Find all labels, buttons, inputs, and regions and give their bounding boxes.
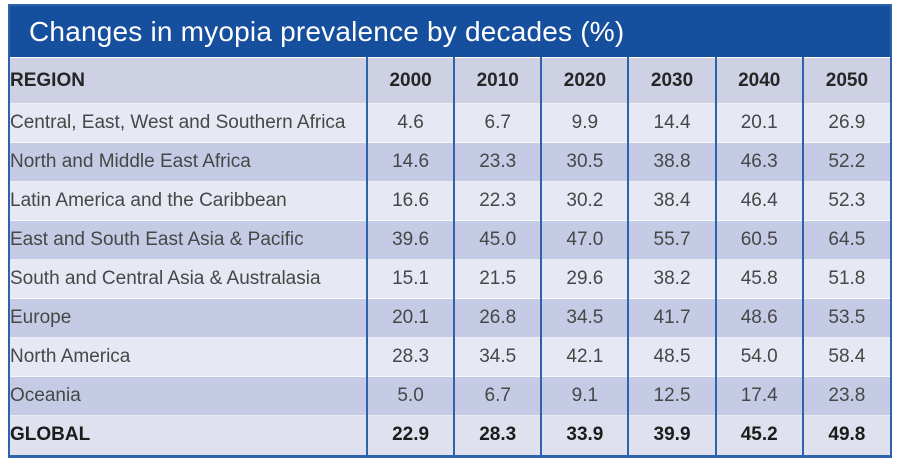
value-cell-2010: 6.7 [453, 376, 542, 416]
value-cell-2020: 42.1 [540, 337, 629, 377]
value-cell-2050: 23.8 [801, 376, 890, 416]
value-cell-2050: 53.5 [801, 298, 890, 338]
value-cell-2040: 20.1 [714, 103, 803, 143]
value-cell-2030: 12.5 [627, 376, 716, 416]
region-cell: Latin America and the Caribbean [10, 190, 287, 211]
value-cell-2050: 52.3 [801, 181, 890, 221]
value-cell-2000: 5.0 [365, 376, 455, 416]
value-cell-2040: 60.5 [714, 220, 803, 260]
year-column-header-2000: 2000 [365, 57, 455, 104]
value-cell-2010: 23.3 [453, 142, 542, 182]
value-cell-2030: 38.2 [627, 259, 716, 299]
value-cell-2010: 28.3 [453, 415, 542, 455]
table-row: South and Central Asia & Australasia 15.… [10, 259, 890, 299]
value-cell-2000: 16.6 [365, 181, 455, 221]
value-cell-2040: 48.6 [714, 298, 803, 338]
value-cell-2020: 47.0 [540, 220, 629, 260]
value-cell-2010: 21.5 [453, 259, 542, 299]
value-cell-2030: 48.5 [627, 337, 716, 377]
value-cell-2000: 15.1 [365, 259, 455, 299]
value-cell-2030: 38.8 [627, 142, 716, 182]
value-cell-2020: 30.2 [540, 181, 629, 221]
value-cell-2010: 34.5 [453, 337, 542, 377]
value-cell-2040: 45.8 [714, 259, 803, 299]
value-cell-2050: 49.8 [801, 415, 890, 455]
table-title-bar: Changes in myopia prevalence by decades … [10, 6, 890, 57]
year-column-header-2020: 2020 [540, 57, 629, 104]
table-row: Central, East, West and Southern Africa … [10, 103, 890, 143]
value-cell-2000: 28.3 [365, 337, 455, 377]
value-cell-2020: 33.9 [540, 415, 629, 455]
region-column-header: REGION [10, 69, 85, 91]
region-cell: North America [10, 346, 131, 367]
region-cell: South and Central Asia & Australasia [10, 268, 321, 289]
value-cell-2020: 29.6 [540, 259, 629, 299]
region-cell: Oceania [10, 385, 81, 406]
region-cell: Central, East, West and Southern Africa [10, 112, 346, 133]
value-cell-2030: 38.4 [627, 181, 716, 221]
value-cell-2040: 46.4 [714, 181, 803, 221]
year-column-header-2050: 2050 [801, 57, 890, 104]
value-cell-2000: 22.9 [365, 415, 455, 455]
value-cell-2030: 55.7 [627, 220, 716, 260]
value-cell-2000: 20.1 [365, 298, 455, 338]
year-column-header-2010: 2010 [453, 57, 542, 104]
region-cell: North and Middle East Africa [10, 151, 251, 172]
value-cell-2030: 39.9 [627, 415, 716, 455]
value-cell-2010: 6.7 [453, 103, 542, 143]
value-cell-2020: 30.5 [540, 142, 629, 182]
header-row: REGION 2000 2010 2020 2030 2040 2050 [10, 57, 890, 104]
value-cell-2040: 45.2 [714, 415, 803, 455]
value-cell-2040: 46.3 [714, 142, 803, 182]
region-cell: East and South East Asia & Pacific [10, 229, 304, 250]
table-row: Europe 20.1 26.8 34.5 41.7 48.6 53.5 [10, 298, 890, 338]
value-cell-2050: 26.9 [801, 103, 890, 143]
value-cell-2020: 34.5 [540, 298, 629, 338]
table-row: Oceania 5.0 6.7 9.1 12.5 17.4 23.8 [10, 376, 890, 416]
table-row: Latin America and the Caribbean 16.6 22.… [10, 181, 890, 221]
value-cell-2000: 14.6 [365, 142, 455, 182]
table-row: East and South East Asia & Pacific 39.6 … [10, 220, 890, 260]
table-body: Central, East, West and Southern Africa … [10, 103, 890, 455]
value-cell-2040: 17.4 [714, 376, 803, 416]
table-row: North and Middle East Africa 14.6 23.3 3… [10, 142, 890, 182]
value-cell-2020: 9.9 [540, 103, 629, 143]
value-cell-2010: 26.8 [453, 298, 542, 338]
value-cell-2020: 9.1 [540, 376, 629, 416]
table-frame: Changes in myopia prevalence by decades … [8, 4, 892, 458]
value-cell-2050: 58.4 [801, 337, 890, 377]
region-cell: GLOBAL [10, 424, 91, 446]
value-cell-2030: 41.7 [627, 298, 716, 338]
region-cell: Europe [10, 307, 72, 328]
myopia-prevalence-table: REGION 2000 2010 2020 2030 2040 2050 Cen… [10, 57, 890, 455]
value-cell-2000: 4.6 [365, 103, 455, 143]
table-row: GLOBAL 22.9 28.3 33.9 39.9 45.2 49.8 [10, 415, 890, 455]
value-cell-2010: 22.3 [453, 181, 542, 221]
table-header: REGION 2000 2010 2020 2030 2040 2050 [10, 57, 890, 104]
table-title: Changes in myopia prevalence by decades … [29, 16, 625, 47]
value-cell-2000: 39.6 [365, 220, 455, 260]
table-row: North America 28.3 34.5 42.1 48.5 54.0 5… [10, 337, 890, 377]
year-column-header-2040: 2040 [714, 57, 803, 104]
value-cell-2050: 51.8 [801, 259, 890, 299]
value-cell-2050: 52.2 [801, 142, 890, 182]
value-cell-2010: 45.0 [453, 220, 542, 260]
value-cell-2030: 14.4 [627, 103, 716, 143]
year-column-header-2030: 2030 [627, 57, 716, 104]
value-cell-2040: 54.0 [714, 337, 803, 377]
value-cell-2050: 64.5 [801, 220, 890, 260]
